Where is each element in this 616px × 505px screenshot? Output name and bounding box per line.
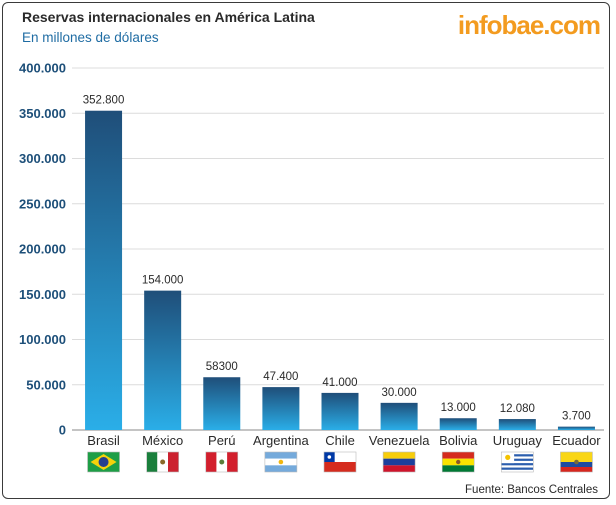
data-label: 13.000 xyxy=(441,402,476,414)
x-tick-label: México xyxy=(142,433,183,448)
bolivia-flag-icon xyxy=(441,451,475,473)
chart-title: Reservas internacionales en América Lati… xyxy=(22,9,315,25)
y-tick-label: 400.000 xyxy=(19,61,66,76)
x-tick-label: Bolivia xyxy=(439,433,478,448)
x-tick-label: Uruguay xyxy=(493,433,543,448)
bar xyxy=(321,392,359,430)
bar xyxy=(439,418,477,430)
bar xyxy=(380,402,418,430)
data-label: 352.800 xyxy=(83,95,125,107)
x-tick-label: Brasil xyxy=(87,433,120,448)
chart-subtitle: En millones de dólares xyxy=(22,30,159,45)
y-tick-label: 300.000 xyxy=(19,151,66,166)
y-tick-label: 350.000 xyxy=(19,106,66,121)
y-tick-label: 200.000 xyxy=(19,242,66,257)
y-tick-label: 250.000 xyxy=(19,196,66,211)
y-tick-label: 50.000 xyxy=(26,377,66,392)
bar xyxy=(557,426,595,430)
y-tick-label: 0 xyxy=(59,423,66,438)
argentina-flag-icon xyxy=(264,451,298,473)
bar xyxy=(144,290,182,430)
bar xyxy=(262,387,300,430)
bar xyxy=(85,110,123,430)
y-tick-label: 100.000 xyxy=(19,332,66,347)
x-tick-label: Argentina xyxy=(253,433,309,448)
x-tick-label: Perú xyxy=(208,433,235,448)
x-tick-label: Chile xyxy=(325,433,355,448)
data-label: 41.000 xyxy=(322,377,357,389)
data-label: 3.700 xyxy=(562,411,591,423)
bar xyxy=(498,419,536,430)
source-note: Fuente: Bancos Centrales xyxy=(465,484,598,496)
ecuador-flag-icon xyxy=(560,451,593,473)
x-tick-label: Venezuela xyxy=(369,433,430,448)
mexico-flag-icon xyxy=(146,451,179,473)
y-tick-label: 150.000 xyxy=(19,287,66,302)
brand-logo: infobae.com xyxy=(457,10,601,40)
bar xyxy=(203,377,241,430)
peru-flag-icon xyxy=(205,451,239,473)
data-label: 12.080 xyxy=(500,403,535,415)
data-label: 47.400 xyxy=(263,371,298,383)
venezuela-flag-icon xyxy=(382,451,416,473)
brazil-flag-icon xyxy=(87,451,120,473)
data-label: 58300 xyxy=(206,361,238,373)
uruguay-flag-icon xyxy=(501,451,534,473)
data-label: 154.000 xyxy=(142,275,184,287)
data-label: 30.000 xyxy=(382,387,417,399)
chile-flag-icon xyxy=(323,451,357,473)
x-tick-label: Ecuador xyxy=(552,433,601,448)
